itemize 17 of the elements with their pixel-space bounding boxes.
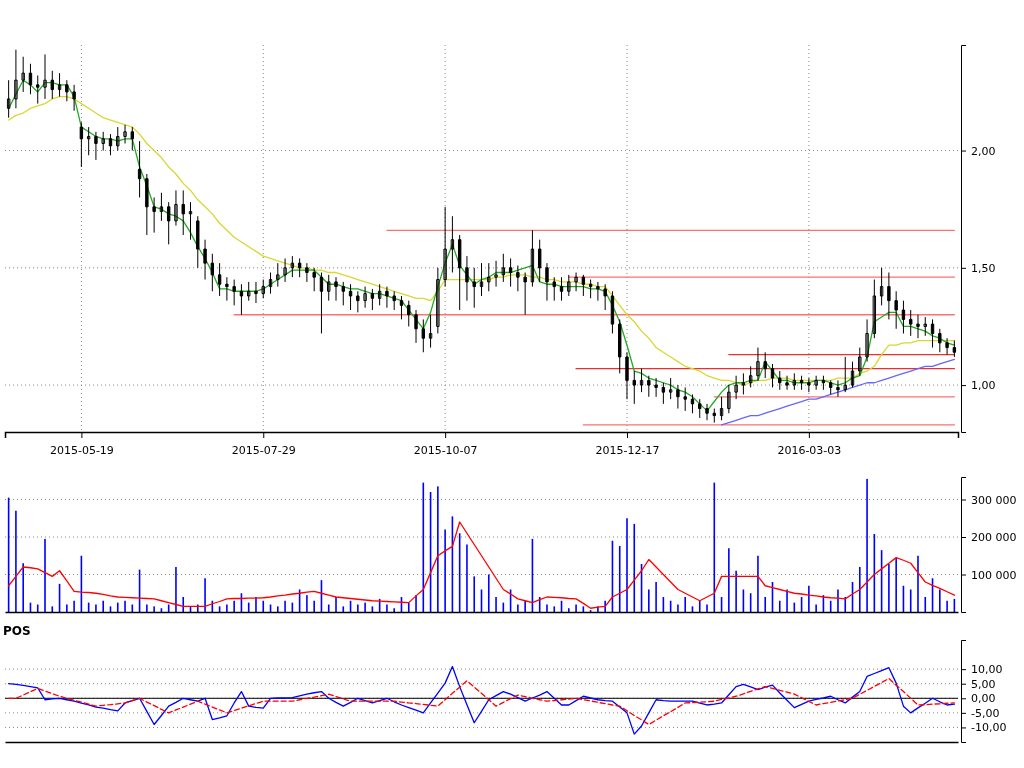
y-tick-label: 300 000	[971, 493, 1017, 507]
y-tick-label: 1,00	[971, 379, 996, 393]
x-tick-label: 2015-07-29	[231, 443, 296, 457]
y-tick-label: 100 000	[971, 568, 1017, 582]
y-tick-label: 10,00	[971, 663, 1003, 677]
y-tick-label: 200 000	[971, 531, 1017, 545]
y-tick-label: 1,50	[971, 261, 996, 275]
x-tick-label: 2015-12-17	[595, 443, 660, 457]
chart-title: POS	[3, 624, 31, 638]
x-tick-label: 2015-10-07	[413, 443, 478, 457]
y-tick-label: -10,00	[971, 721, 1007, 735]
y-tick-label: 2,00	[971, 144, 996, 158]
x-tick-label: 2015-05-19	[49, 443, 114, 457]
y-tick-label: 5,00	[971, 677, 996, 691]
y-tick-label: 0,00	[971, 692, 996, 706]
x-tick-label: 2016-03-03	[777, 443, 842, 457]
y-tick-label: -5,00	[971, 706, 1000, 720]
